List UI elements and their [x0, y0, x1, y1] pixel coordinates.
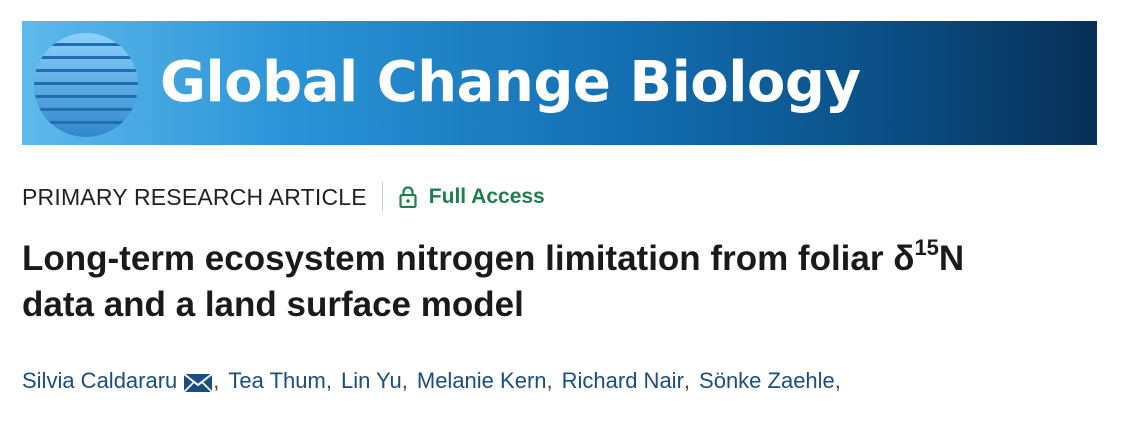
access-label: Full Access: [428, 185, 545, 208]
author-link[interactable]: Tea Thum: [228, 368, 326, 393]
lock-open-icon: [399, 186, 417, 208]
author-list: Silvia Caldararu , Tea Thum , Lin Yu , M…: [22, 368, 850, 394]
meta-divider: [381, 182, 383, 212]
author-link[interactable]: Sönke Zaehle: [699, 368, 835, 393]
author-link[interactable]: Silvia Caldararu: [22, 368, 178, 393]
title-superscript: 15: [914, 235, 939, 261]
title-line1: Long-term ecosystem nitrogen limitation …: [22, 239, 915, 278]
envelope-icon[interactable]: [183, 372, 213, 394]
title-line2: data and a land surface model: [22, 285, 524, 324]
journal-banner[interactable]: Global Change Biology: [22, 21, 1097, 145]
article-type: PRIMARY RESEARCH ARTICLE: [22, 183, 367, 210]
author-separator: ,: [325, 368, 332, 393]
article-title: Long-term ecosystem nitrogen limitation …: [22, 236, 1112, 328]
author-separator: ,: [401, 368, 408, 393]
author-separator: ,: [546, 368, 553, 393]
author-link[interactable]: Lin Yu: [340, 368, 402, 393]
author-separator: ,: [683, 368, 691, 393]
author-link[interactable]: Melanie Kern: [416, 368, 547, 393]
author-separator: ,: [834, 368, 841, 393]
title-after-sup: N: [938, 239, 965, 278]
globe-stripes-icon: [34, 33, 138, 137]
article-meta: PRIMARY RESEARCH ARTICLE Full Access: [22, 182, 545, 212]
author-separator: ,: [213, 368, 220, 393]
journal-name: Global Change Biology: [160, 50, 861, 115]
author-link[interactable]: Richard Nair: [561, 368, 684, 393]
